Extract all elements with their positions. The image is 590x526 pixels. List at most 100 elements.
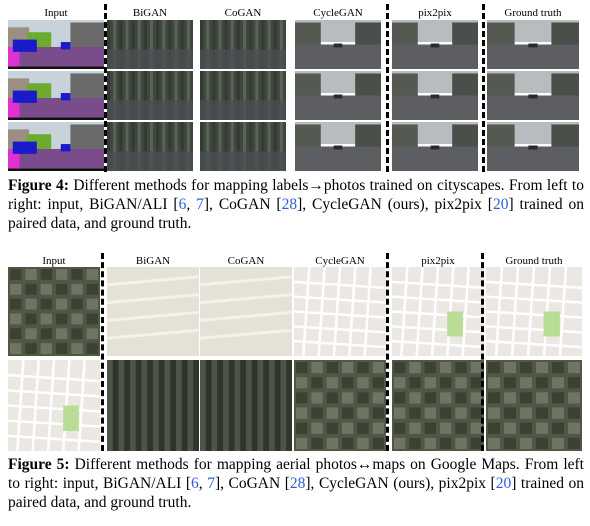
fig4-tile [8,71,104,120]
fig4-tile [392,20,478,69]
thumbnail-image [392,360,484,451]
thumbnail-image [295,20,381,69]
fig5-header-ground-truth: Ground truth [505,255,563,267]
citation-link[interactable]: 20 [492,196,509,213]
thumbnail-image [200,71,286,120]
fig5-caption-label: Figure 5: [8,456,70,473]
citation-link[interactable]: 20 [495,475,512,492]
thumbnail-image [8,71,104,120]
fig5-header-cyclegan: CycleGAN [315,255,365,267]
fig5-header-cogan: CoGAN [227,255,265,267]
fig5-tile [486,360,582,451]
fig5-tile [200,267,292,356]
fig5-tile [8,360,100,451]
thumbnail-image [392,71,478,120]
fig5-tile [392,360,484,451]
citation-link[interactable]: 6 [191,475,199,492]
thumbnail-image [200,267,292,356]
fig4-tile [107,122,193,171]
fig5-tile [294,360,386,451]
thumbnail-image [8,267,100,356]
fig4-tile [200,122,286,171]
fig5-header-pix2pix: pix2pix [421,255,455,267]
fig4-caption: Figure 4: Different methods for mapping … [8,176,584,233]
thumbnail-image [487,122,579,171]
thumbnail-image [487,71,579,120]
caption-text: Different methods for mapping aerial pho… [8,456,584,492]
fig4-tile [392,71,478,120]
fig4-header-bigan: BiGAN [132,7,168,19]
thumbnail-image [107,267,199,356]
fig4-header-cyclegan: CycleGAN [313,7,363,19]
fig5-caption: Figure 5: Different methods for mapping … [8,455,584,512]
fig4-tile [8,122,104,171]
fig5-header-bigan: BiGAN [135,255,171,267]
caption-text: ] trained on paired data, and ground tru… [8,475,584,511]
thumbnail-image [486,267,582,356]
thumbnail-image [8,20,104,69]
thumbnail-image [8,122,104,171]
caption-text: Different methods for mapping labels→pho… [8,177,584,213]
fig4-separator [386,4,389,172]
thumbnail-image [107,122,193,171]
thumbnail-image [200,122,286,171]
thumbnail-image [486,360,582,451]
fig5-tile [486,267,582,356]
caption-text: ] trained on paired data, and ground tru… [8,196,584,232]
thumbnail-image [107,20,193,69]
thumbnail-image [107,360,199,451]
citation-link[interactable]: 7 [196,196,204,213]
thumbnail-image [200,360,292,451]
thumbnail-image [487,20,579,69]
fig4-tile [107,71,193,120]
fig4-tile [295,122,381,171]
caption-text: , [186,196,197,213]
thumbnail-image [392,122,478,171]
fig5-tile [8,267,100,356]
thumbnail-image [392,20,478,69]
fig4-header-pix2pix: pix2pix [418,7,452,19]
fig5-tile [294,267,386,356]
thumbnail-image [294,360,386,451]
fig4-tile [392,122,478,171]
fig4-tile [200,71,286,120]
fig4-tile [295,20,381,69]
fig4-tile [107,20,193,69]
caption-text: ], CycleGAN (ours), pix2pix [ [305,475,496,492]
thumbnail-image [200,20,286,69]
citation-link[interactable]: 28 [289,475,306,492]
caption-text: ], CoGAN [ [214,475,290,492]
fig4-tile [487,71,579,120]
fig5-tile [392,267,484,356]
fig5-separator [386,253,389,451]
fig5-header-input: Input [42,255,66,267]
thumbnail-image [295,122,381,171]
fig4-tile [487,20,579,69]
citation-link[interactable]: 6 [178,196,187,213]
fig5-tile [107,360,199,451]
caption-text: ], CoGAN [ [203,196,282,213]
fig5-separator [101,253,104,451]
fig4-tile [295,71,381,120]
fig5-tile [200,360,292,451]
fig4-header-ground-truth: Ground truth [504,7,562,19]
caption-text: ], CycleGAN (ours), pix2pix [ [297,196,493,213]
thumbnail-image [107,71,193,120]
fig4-tile [487,122,579,171]
thumbnail-image [295,71,381,120]
caption-text: , [198,475,208,492]
fig4-tile [8,20,104,69]
thumbnail-image [294,267,386,356]
fig5-separator [481,253,484,451]
fig4-tile [200,20,286,69]
citation-link[interactable]: 7 [207,475,215,492]
fig4-separator [482,4,485,172]
fig4-caption-label: Figure 4: [8,177,69,194]
thumbnail-image [392,267,484,356]
fig4-header-cogan: CoGAN [224,7,262,19]
fig5-tile [107,267,199,356]
thumbnail-image [8,360,100,451]
fig4-header-input: Input [44,7,68,19]
fig4-separator [104,4,107,172]
citation-link[interactable]: 28 [281,196,298,213]
